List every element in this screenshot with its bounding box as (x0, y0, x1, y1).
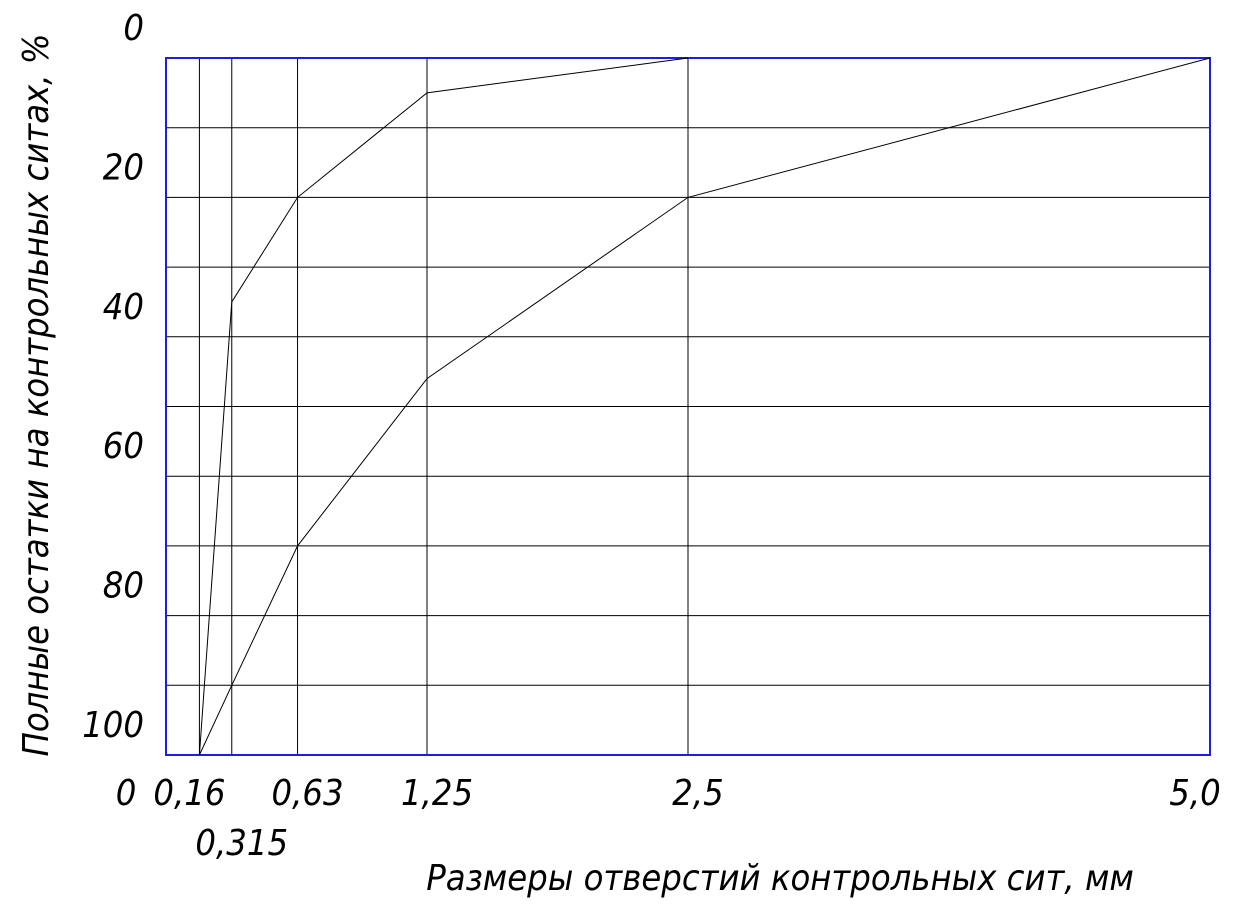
y-tick-label: 0 (123, 8, 144, 49)
x-tick-label: 1,25 (401, 773, 473, 814)
x-tick-label: 0,315 (195, 823, 288, 864)
y-axis-label: Полные остатки на контрольных ситах, % (16, 33, 57, 756)
y-tick-label: 40 (103, 287, 144, 328)
y-tick-label: 80 (103, 566, 144, 607)
x-tick-label: 5,0 (1169, 773, 1221, 814)
x-tick-label: 0 (116, 773, 137, 814)
y-tick-label: 100 (82, 705, 144, 746)
x-tick-label: 0,16 (153, 773, 225, 814)
y-tick-label: 60 (103, 426, 144, 467)
data-line (198, 57, 689, 756)
y-tick-label: 20 (103, 147, 144, 188)
x-tick-label: 2,5 (672, 773, 724, 814)
data-line (198, 57, 1211, 756)
x-axis-label: Размеры отверстий контрольных сит, мм (426, 858, 1134, 899)
x-tick-label: 0,63 (271, 773, 343, 814)
